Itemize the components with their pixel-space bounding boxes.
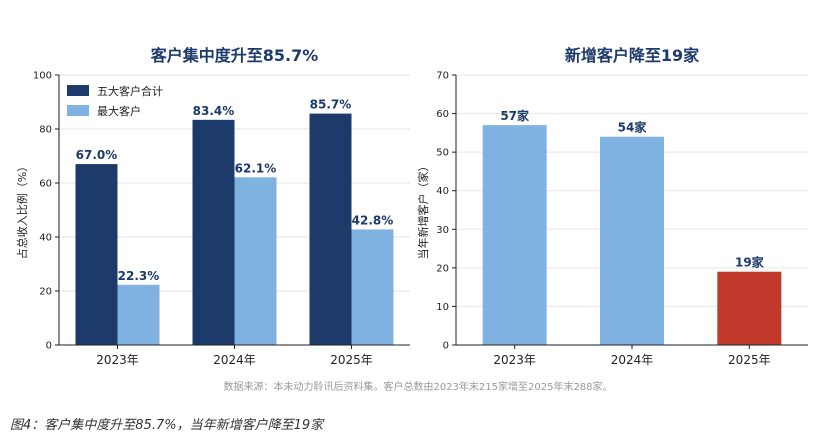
source-note: 数据来源：本未动力聆讯后资料集。客户总数由2023年末215家增至2025年末2… <box>223 380 612 393</box>
bar <box>75 164 118 345</box>
x-tick-label: 2025年 <box>728 353 771 367</box>
data-label: 54家 <box>618 120 648 135</box>
bar <box>234 177 277 345</box>
bar <box>192 119 235 345</box>
data-label: 42.8% <box>352 213 394 227</box>
data-label: 62.1% <box>235 161 277 175</box>
chart-title: 新增客户降至19家 <box>565 46 700 65</box>
y-tick-label: 100 <box>33 71 52 82</box>
y-tick-label: 40 <box>39 233 52 244</box>
x-tick-label: 2024年 <box>213 353 256 367</box>
y-tick-label: 70 <box>436 71 449 82</box>
x-tick-label: 2023年 <box>96 353 139 367</box>
bar <box>717 271 782 345</box>
chart-title: 客户集中度升至85.7% <box>151 46 319 65</box>
x-tick-label: 2025年 <box>330 353 373 367</box>
legend-label: 最大客户 <box>97 104 141 118</box>
y-tick-label: 30 <box>436 225 449 236</box>
y-tick-label: 0 <box>443 341 449 352</box>
x-tick-label: 2024年 <box>611 353 654 367</box>
y-tick-label: 20 <box>436 263 449 274</box>
bar <box>482 125 547 346</box>
figure-caption: 图4：客户集中度升至85.7%，当年新增客户降至19家 <box>10 418 324 433</box>
data-label: 19家 <box>735 255 765 270</box>
data-label: 83.4% <box>193 104 235 118</box>
y-tick-label: 0 <box>46 341 52 352</box>
y-tick-label: 20 <box>39 287 52 298</box>
legend-label: 五大客户合计 <box>97 84 163 98</box>
y-axis-label: 占总收入比例（%） <box>15 161 29 259</box>
y-tick-label: 10 <box>436 302 449 313</box>
y-tick-label: 50 <box>436 148 449 159</box>
new-customers-chart: 新增客户降至19家 0 10 20 30 40 50 60 70 当年新增客户（家） 2023年 57… <box>416 46 808 367</box>
y-axis-label: 当年新增客户（家） <box>416 161 430 260</box>
bar <box>600 136 664 345</box>
data-label: 67.0% <box>76 148 118 162</box>
data-label: 85.7% <box>310 98 352 112</box>
bar <box>117 284 160 345</box>
concentration-chart: 客户集中度升至85.7% 0 20 40 60 80 100 占总收入比例（%） 2023年 67… <box>15 46 410 367</box>
data-label: 22.3% <box>118 269 160 283</box>
bar <box>309 113 352 345</box>
y-tick-label: 60 <box>39 179 52 190</box>
x-tick-label: 2023年 <box>493 353 536 367</box>
y-tick-label: 60 <box>436 109 449 120</box>
data-label: 57家 <box>500 108 530 123</box>
y-tick-label: 80 <box>39 125 52 136</box>
legend-swatch <box>67 105 89 116</box>
legend-swatch <box>67 85 89 96</box>
y-tick-label: 40 <box>436 186 449 197</box>
bar <box>351 229 394 345</box>
